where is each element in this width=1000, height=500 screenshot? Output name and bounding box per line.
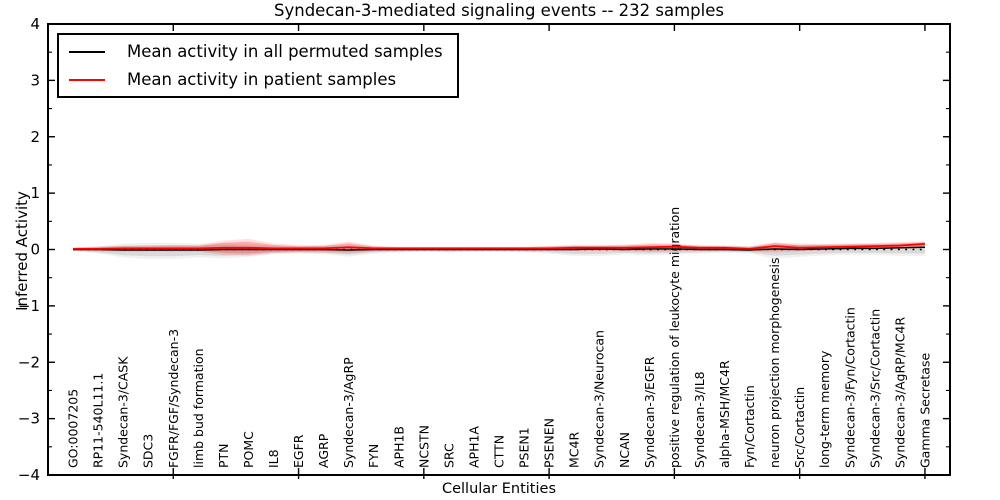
legend-entry-patient: Mean activity in patient samples xyxy=(69,70,443,89)
y-tick-label: 4 xyxy=(30,15,40,33)
x-tick-label: APH1A xyxy=(466,426,481,468)
legend: Mean activity in all permuted samples Me… xyxy=(57,33,459,98)
x-tick-label: SRC xyxy=(441,443,456,468)
x-tick-label: POMC xyxy=(241,431,256,468)
series-band-permuted xyxy=(73,242,925,260)
series-line-permuted xyxy=(73,246,925,251)
x-tick-label: RP11-540L11.1 xyxy=(91,373,106,468)
legend-line-patient-icon xyxy=(69,78,105,81)
x-tick-label: Syndecan-3/Src/Cortactin xyxy=(867,309,882,468)
legend-label-patient: Mean activity in patient samples xyxy=(127,70,397,89)
x-tick-label: SDC3 xyxy=(141,434,156,468)
x-tick-label: limb bud formation xyxy=(191,348,206,468)
x-tick-label: neuron projection morphogenesis xyxy=(767,257,782,468)
y-tick-label: 2 xyxy=(30,128,40,146)
series-line-patient xyxy=(73,242,926,250)
x-tick-label: EGFR xyxy=(291,434,306,468)
x-tick-label: PTN xyxy=(216,443,231,468)
x-tick-label: AGRP xyxy=(316,433,331,468)
x-tick-label: PSENEN xyxy=(542,418,557,468)
x-tick-label: NCSTN xyxy=(416,425,431,468)
x-tick-label: Syndecan-3/AgRP/MC4R xyxy=(892,317,907,468)
x-tick-label: GO:0007205 xyxy=(66,389,81,468)
y-tick-label: −2 xyxy=(18,353,40,371)
x-tick-label: Syndecan-3/EGFR xyxy=(642,356,657,468)
x-tick-label: alpha-MSH/MC4R xyxy=(717,360,732,468)
chart-title: Syndecan-3-mediated signaling events -- … xyxy=(274,1,724,20)
y-axis-title: Inferred Activity xyxy=(13,191,31,311)
x-tick-label: positive regulation of leukocyte migrati… xyxy=(667,207,682,468)
y-tick-label: −4 xyxy=(18,466,40,484)
x-tick-label: Syndecan-3/AgRP xyxy=(341,357,356,468)
x-tick-label: APH1B xyxy=(391,426,406,468)
x-tick-label: Syndecan-3/CASK xyxy=(116,356,131,468)
x-tick-label: Syndecan-3/IL8 xyxy=(692,371,707,468)
x-tick-label: NCAN xyxy=(617,432,632,468)
x-tick-label: Syndecan-3/Neurocan xyxy=(592,330,607,468)
legend-label-permuted: Mean activity in all permuted samples xyxy=(127,42,443,61)
series-band-patient xyxy=(73,238,925,256)
x-tick-label: CTTN xyxy=(492,435,507,468)
legend-line-permuted-icon xyxy=(69,50,105,53)
y-tick-label: 3 xyxy=(30,71,40,89)
legend-entry-permuted: Mean activity in all permuted samples xyxy=(69,42,443,61)
x-tick-label: FGFR/FGF/Syndecan-3 xyxy=(166,329,181,468)
x-tick-label: Src/Cortactin xyxy=(792,387,807,468)
x-tick-label: Syndecan-3/Fyn/Cortactin xyxy=(842,307,857,468)
y-tick-label: −1 xyxy=(18,297,40,315)
x-axis-title: Cellular Entities xyxy=(441,481,557,497)
y-tick-label: 1 xyxy=(30,184,40,202)
y-tick-label: −3 xyxy=(18,410,40,428)
x-tick-label: PSEN1 xyxy=(517,427,532,468)
x-tick-label: long-term memory xyxy=(817,350,832,468)
y-tick-label: 0 xyxy=(30,241,40,259)
x-tick-label: IL8 xyxy=(266,449,281,468)
x-tick-label: Gamma Secretase xyxy=(917,353,932,468)
x-tick-label: MC4R xyxy=(567,432,582,468)
x-tick-label: Fyn/Cortactin xyxy=(742,385,757,468)
x-tick-label: FYN xyxy=(366,444,381,468)
